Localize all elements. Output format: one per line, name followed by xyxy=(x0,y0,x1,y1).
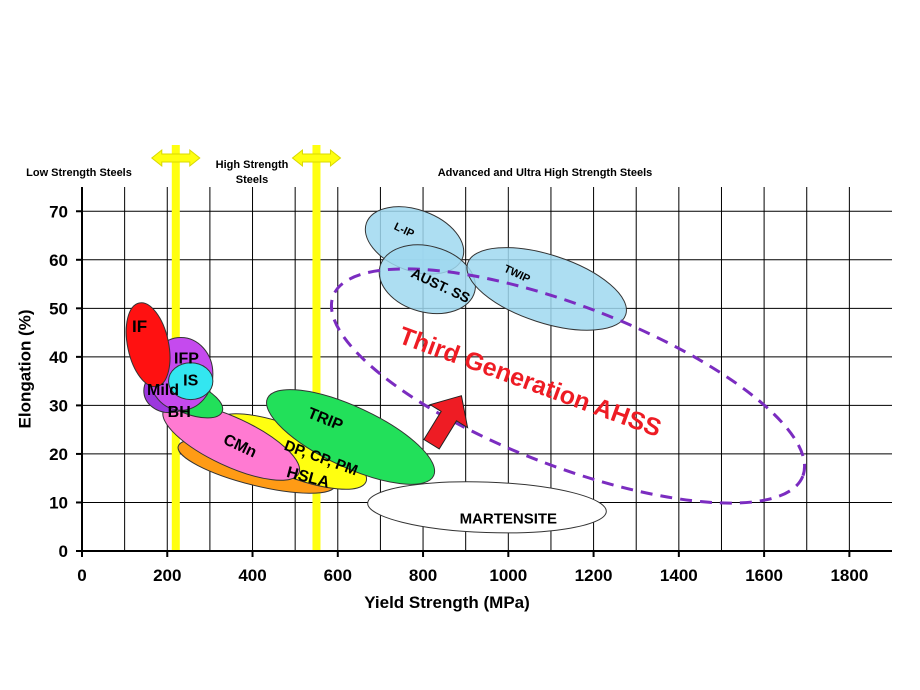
y-tick-label: 30 xyxy=(49,396,68,415)
ellipse-trip xyxy=(266,389,436,485)
region-labels: Low Strength Steels High Strength Steels Ad… xyxy=(26,159,652,186)
y-tick-label: 60 xyxy=(49,251,68,270)
ellipse-if xyxy=(125,302,171,388)
x-tick-label: 1200 xyxy=(575,566,613,585)
region-label-low-strength-steels: Low Strength Steels xyxy=(26,167,132,179)
ellipse-third-generation-ahss xyxy=(329,267,807,505)
ellipse-aust-ss xyxy=(378,244,476,315)
y-tick-label: 40 xyxy=(49,348,68,367)
ellipse-is xyxy=(168,362,214,401)
y-tick-label: 50 xyxy=(49,299,68,318)
y-tick-label: 0 xyxy=(59,542,68,561)
label-is: IS xyxy=(183,372,198,389)
y-tick-label: 70 xyxy=(49,202,68,221)
ellipse-twip xyxy=(466,247,627,331)
label-martensite: MARTENSITE xyxy=(460,510,558,527)
x-tick-label: 800 xyxy=(409,566,437,585)
improvement-arrow xyxy=(423,395,469,450)
region-label-line: High Strength xyxy=(216,159,289,171)
steel-ellipses xyxy=(125,206,807,534)
axes: 0 10 20 30 40 50 60 70 0 200 400 600 800 1000 1200 1400… xyxy=(49,187,892,585)
grid xyxy=(82,187,892,551)
region-label-high-strength-steels: High Strength Steels xyxy=(216,159,289,186)
region-label-line: Steels xyxy=(236,174,268,186)
arrow-icon xyxy=(423,395,469,450)
x-tick-label: 0 xyxy=(77,566,86,585)
x-tick-label: 200 xyxy=(153,566,181,585)
boundary-arrow-icon xyxy=(291,148,342,168)
y-tick-label: 10 xyxy=(49,493,68,512)
region-label-advanced-and-ultra-high-strength-steels: Advanced and Ultra High Strength Steels xyxy=(438,167,653,179)
ellipse-martensite xyxy=(367,481,607,534)
x-tick-label: 1400 xyxy=(660,566,698,585)
label-if: IF xyxy=(132,317,147,336)
label-bh: BH xyxy=(168,404,191,421)
x-tick-label: 1600 xyxy=(745,566,783,585)
x-tick-label: 600 xyxy=(324,566,352,585)
boundary-arrow-icon xyxy=(150,148,201,168)
x-tick-label: 1800 xyxy=(830,566,868,585)
y-tick-label: 20 xyxy=(49,445,68,464)
x-axis-label: Yield Strength (MPa) xyxy=(364,593,530,612)
label-mild: Mild xyxy=(147,382,179,399)
x-tick-label: 400 xyxy=(238,566,266,585)
y-axis-label: Elongation (%) xyxy=(15,310,34,429)
boundary-band xyxy=(312,145,321,551)
x-tick-label: 1000 xyxy=(489,566,527,585)
label-ifp: IFP xyxy=(174,351,199,368)
